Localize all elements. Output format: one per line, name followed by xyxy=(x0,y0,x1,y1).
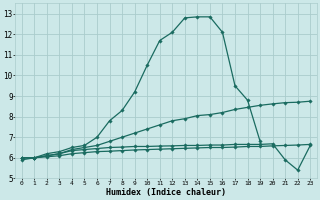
X-axis label: Humidex (Indice chaleur): Humidex (Indice chaleur) xyxy=(106,188,226,197)
